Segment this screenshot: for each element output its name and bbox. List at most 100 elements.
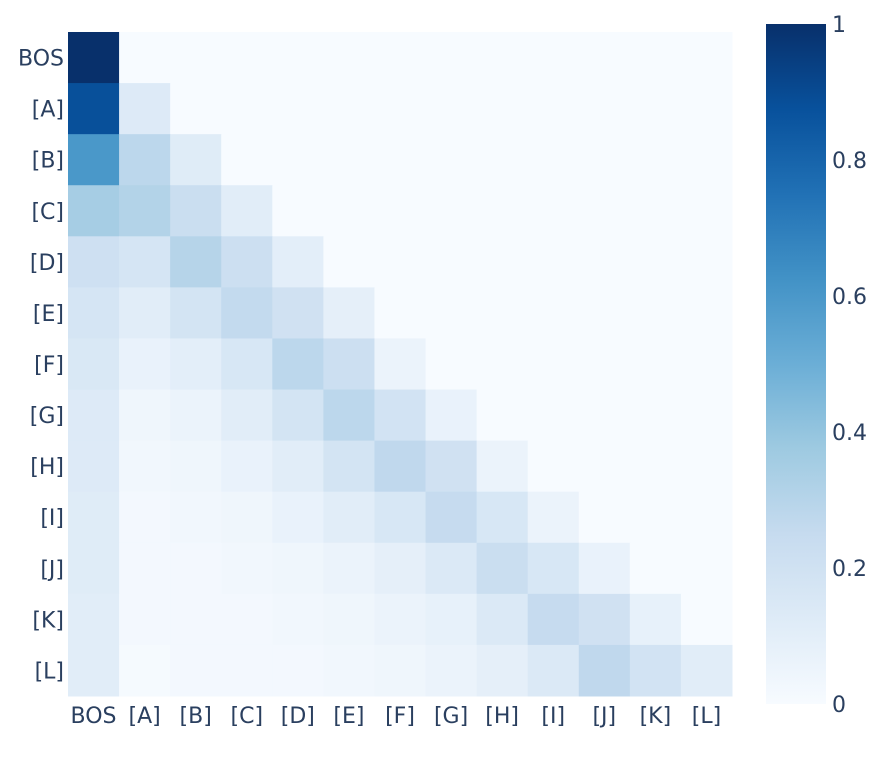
heatmap-cell [323,83,375,135]
heatmap-cell [629,440,682,493]
x-axis-tick-labels: BOS [A] [B] [C] [D] [E] [F] [G] [H] [I] [J] [K] [L] [71,704,722,729]
heatmap-cell [629,185,682,237]
heatmap-cell [323,338,375,391]
heatmap-cell [629,338,682,391]
heatmap-cell [170,32,222,84]
x-tick-label: BOS [71,704,117,729]
heatmap-cell [170,287,222,339]
heatmap-cell [578,389,631,442]
heatmap-cell [476,593,529,646]
heatmap-cell [578,338,631,391]
heatmap-cell [272,389,324,442]
heatmap-cell [680,389,733,442]
heatmap-cell [527,32,580,84]
heatmap-cell [119,338,171,391]
heatmap-cell [527,134,580,186]
heatmap-cell [680,542,733,595]
y-tick-label: [K] [32,608,64,633]
heatmap-cell [170,491,222,544]
heatmap-cell [221,287,273,339]
heatmap-cell [476,185,529,237]
heatmap-cell [527,389,580,442]
heatmap-cell [221,644,273,697]
heatmap-cell [221,389,273,442]
heatmap-cell [68,593,120,646]
y-tick-label: [E] [33,302,64,327]
heatmap-cell [629,32,682,84]
heatmap-cell [425,287,478,339]
heatmap-cell [170,185,222,237]
heatmap-cell [629,287,682,339]
heatmap-cell [527,83,580,135]
heatmap-cell [578,644,631,697]
heatmap-cell [425,542,478,595]
y-tick-label: [J] [40,557,64,582]
heatmap-cell [323,440,375,493]
heatmap-cell [527,338,580,391]
heatmap-cell [680,491,733,544]
heatmap-cell [680,644,733,697]
y-tick-label: [B] [32,149,64,174]
heatmap-cell [221,185,273,237]
colorbar-tick-label: 0 [832,693,846,718]
heatmap-cell [323,134,375,186]
heatmap-cell [68,83,120,135]
heatmap-cells [68,32,733,697]
colorbar-tick-label: 0.6 [832,285,867,310]
heatmap-cell [578,440,631,493]
heatmap-cell [425,593,478,646]
heatmap-cell [527,440,580,493]
heatmap-cell [425,185,478,237]
heatmap-cell [680,593,733,646]
heatmap-cell [374,185,427,237]
heatmap-cell [68,542,120,595]
heatmap-cell [119,236,171,288]
heatmap-cell [68,134,120,186]
heatmap-cell [221,542,273,595]
heatmap-cell [425,83,478,135]
heatmap-cell [680,338,733,391]
heatmap-cell [374,644,427,697]
heatmap-cell [527,593,580,646]
heatmap-cell [527,287,580,339]
heatmap-cell [629,644,682,697]
heatmap-cell [68,389,120,442]
heatmap-cell [527,491,580,544]
heatmap-cell [374,542,427,595]
heatmap-cell [629,236,682,288]
heatmap-cell [476,542,529,595]
heatmap-cell [629,491,682,544]
x-tick-label: [F] [385,704,415,729]
heatmap-cell [272,134,324,186]
heatmap-cell [680,32,733,84]
heatmap-cell [374,83,427,135]
y-tick-label: [A] [32,98,64,123]
heatmap-cell [119,644,171,697]
heatmap-cell [272,185,324,237]
colorbar-tick-label: 0.4 [832,421,867,446]
heatmap-cell [323,32,375,84]
heatmap-cell [68,491,120,544]
heatmap-cell [323,287,375,339]
heatmap-cell [578,542,631,595]
heatmap-cell [425,644,478,697]
heatmap-cell [680,83,733,135]
colorbar-gradient [766,24,826,704]
heatmap-cell [527,236,580,288]
heatmap-cell [323,236,375,288]
colorbar-tick-label: 0.2 [832,557,867,582]
heatmap-cell [119,440,171,493]
heatmap-cell [170,134,222,186]
x-tick-label: [I] [541,704,565,729]
heatmap-cell [272,338,324,391]
x-tick-label: [J] [592,704,616,729]
heatmap-cell [629,542,682,595]
heatmap-cell [170,644,222,697]
heatmap-cell [374,32,427,84]
heatmap-cell [374,389,427,442]
heatmap-cell [323,644,375,697]
heatmap-cell [374,287,427,339]
heatmap-cell [272,83,324,135]
heatmap-cell [629,134,682,186]
y-tick-label: [I] [40,506,64,531]
